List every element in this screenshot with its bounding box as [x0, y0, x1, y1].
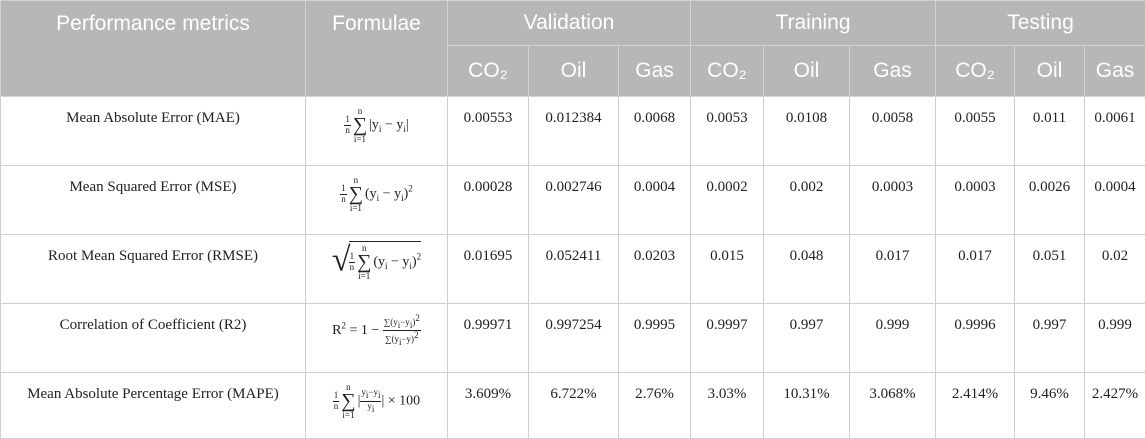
- value-testing-gas: 0.0004: [1085, 166, 1145, 235]
- value-training-co2: 0.9997: [691, 304, 764, 373]
- value-testing-oil: 0.051: [1015, 235, 1085, 304]
- value-testing-gas: 2.427%: [1085, 373, 1145, 439]
- subheader-gas: Gas: [1085, 46, 1145, 97]
- value-validation-gas: 0.0068: [619, 97, 691, 166]
- subheader-co2: CO₂: [936, 46, 1015, 97]
- table-row: Correlation of Coefficient (R2) R2 = 1 −…: [1, 304, 1145, 373]
- subheader-oil: Oil: [1015, 46, 1085, 97]
- value-testing-gas: 0.02: [1085, 235, 1145, 304]
- value-training-gas: 0.0058: [850, 97, 936, 166]
- header-training: Training: [691, 1, 936, 46]
- value-testing-gas: 0.0061: [1085, 97, 1145, 166]
- value-testing-oil: 9.46%: [1015, 373, 1085, 439]
- value-validation-gas: 0.0203: [619, 235, 691, 304]
- value-validation-oil: 0.997254: [529, 304, 619, 373]
- value-training-co2: 0.015: [691, 235, 764, 304]
- value-validation-co2: 0.99971: [448, 304, 529, 373]
- value-testing-co2: 0.0055: [936, 97, 1015, 166]
- value-testing-co2: 2.414%: [936, 373, 1015, 439]
- value-training-gas: 0.017: [850, 235, 936, 304]
- metric-name: Mean Squared Error (MSE): [1, 166, 306, 235]
- metric-name: Correlation of Coefficient (R2): [1, 304, 306, 373]
- value-validation-oil: 0.002746: [529, 166, 619, 235]
- value-testing-co2: 0.017: [936, 235, 1015, 304]
- value-training-co2: 3.03%: [691, 373, 764, 439]
- value-validation-co2: 0.00028: [448, 166, 529, 235]
- value-testing-co2: 0.0003: [936, 166, 1015, 235]
- value-training-oil: 0.048: [764, 235, 850, 304]
- value-validation-co2: 0.00553: [448, 97, 529, 166]
- value-training-gas: 0.999: [850, 304, 936, 373]
- value-validation-co2: 0.01695: [448, 235, 529, 304]
- subheader-co2: CO₂: [448, 46, 529, 97]
- value-testing-oil: 0.011: [1015, 97, 1085, 166]
- formula-r2: R2 = 1 − ∑(yi−yi)2∑(yi−y)2: [306, 304, 448, 373]
- value-validation-co2: 3.609%: [448, 373, 529, 439]
- value-training-gas: 0.0003: [850, 166, 936, 235]
- value-validation-gas: 0.9995: [619, 304, 691, 373]
- metric-name: Mean Absolute Percentage Error (MAPE): [1, 373, 306, 439]
- value-training-oil: 0.002: [764, 166, 850, 235]
- header-validation: Validation: [448, 1, 691, 46]
- value-testing-oil: 0.997: [1015, 304, 1085, 373]
- subheader-oil: Oil: [764, 46, 850, 97]
- metric-name: Mean Absolute Error (MAE): [1, 97, 306, 166]
- value-validation-gas: 0.0004: [619, 166, 691, 235]
- subheader-gas: Gas: [619, 46, 691, 97]
- value-training-gas: 3.068%: [850, 373, 936, 439]
- value-training-oil: 0.997: [764, 304, 850, 373]
- subheader-gas: Gas: [850, 46, 936, 97]
- header-formulae: Formulae: [306, 1, 448, 97]
- header-testing: Testing: [936, 1, 1145, 46]
- metric-name: Root Mean Squared Error (RMSE): [1, 235, 306, 304]
- value-training-co2: 0.0002: [691, 166, 764, 235]
- value-training-co2: 0.0053: [691, 97, 764, 166]
- value-validation-oil: 6.722%: [529, 373, 619, 439]
- subheader-co2: CO₂: [691, 46, 764, 97]
- value-testing-co2: 0.9996: [936, 304, 1015, 373]
- value-training-oil: 10.31%: [764, 373, 850, 439]
- value-testing-gas: 0.999: [1085, 304, 1145, 373]
- value-testing-oil: 0.0026: [1015, 166, 1085, 235]
- value-training-oil: 0.0108: [764, 97, 850, 166]
- value-validation-oil: 0.052411: [529, 235, 619, 304]
- value-validation-gas: 2.76%: [619, 373, 691, 439]
- value-validation-oil: 0.012384: [529, 97, 619, 166]
- subheader-oil: Oil: [529, 46, 619, 97]
- header-performance-metrics: Performance metrics: [1, 1, 306, 97]
